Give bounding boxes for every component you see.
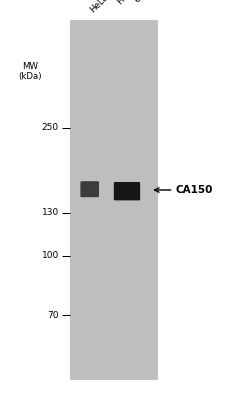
Text: 130: 130 [42, 208, 59, 217]
Text: MW
(kDa): MW (kDa) [19, 62, 42, 81]
Text: 70: 70 [48, 311, 59, 320]
Text: HeLa: HeLa [88, 0, 110, 14]
Text: 100: 100 [42, 252, 59, 260]
Text: HeLa nuclear
extract: HeLa nuclear extract [116, 0, 170, 14]
Text: 250: 250 [42, 124, 59, 132]
Bar [70, 20, 158, 380]
FancyBboxPatch shape [114, 182, 140, 200]
FancyBboxPatch shape [80, 181, 99, 197]
Text: CA150: CA150 [176, 185, 213, 195]
